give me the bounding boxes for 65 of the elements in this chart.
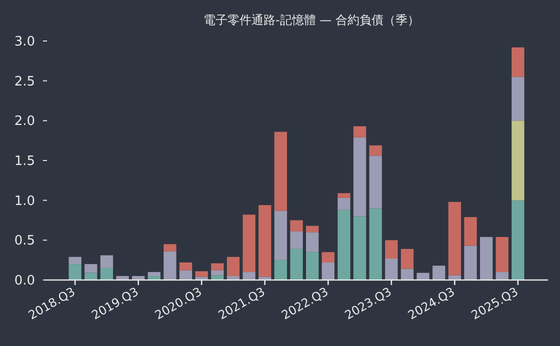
- bar: [274, 132, 288, 211]
- bar: [338, 198, 350, 210]
- bar: [274, 210, 288, 260]
- bar: [432, 266, 446, 280]
- bar: [512, 120, 524, 200]
- bar: [353, 216, 366, 280]
- bar: [353, 137, 366, 216]
- bar: [116, 276, 129, 280]
- bar: [512, 47, 524, 77]
- y-tick-label: 1.0: [14, 194, 35, 209]
- bar: [100, 268, 114, 280]
- bar: [448, 275, 462, 280]
- bar: [258, 205, 272, 277]
- bar: [68, 256, 82, 264]
- bar: [148, 272, 160, 276]
- bar: [179, 270, 192, 280]
- bar: [84, 264, 98, 273]
- bar: [322, 252, 334, 262]
- chart-title: 電子零件通路-記憶體 — 合約負債（季）: [204, 13, 420, 27]
- y-tick-label: 0.5: [14, 234, 35, 249]
- bar: [480, 236, 493, 280]
- bar: [242, 272, 256, 280]
- bar: [195, 271, 208, 277]
- bar: [164, 244, 176, 252]
- bar: [385, 240, 398, 258]
- bar: [179, 262, 192, 270]
- bar: [84, 272, 98, 280]
- bar: [306, 226, 319, 232]
- bar: [448, 202, 462, 276]
- bar: [416, 272, 430, 280]
- bar: [400, 268, 414, 280]
- bar: [211, 263, 224, 270]
- bar: [306, 252, 319, 280]
- bar: [226, 256, 240, 276]
- bar: [211, 275, 224, 280]
- bar: [464, 246, 477, 280]
- bar: [338, 210, 350, 280]
- bar: [100, 255, 114, 268]
- bar: [274, 260, 288, 280]
- bar: [68, 264, 82, 280]
- bar: [306, 232, 319, 252]
- bar: [290, 248, 303, 280]
- bar: [369, 208, 382, 280]
- bar: [164, 251, 176, 280]
- bar: [338, 193, 350, 198]
- bar: [290, 220, 303, 232]
- bar: [322, 262, 334, 280]
- bar: [496, 272, 508, 280]
- bar: [400, 248, 414, 269]
- bar: [512, 200, 524, 280]
- y-tick-label: 2.5: [14, 74, 35, 90]
- y-tick-label: 2.0: [14, 114, 35, 130]
- bar: [369, 156, 382, 208]
- bar: [290, 231, 303, 249]
- bar: [512, 76, 524, 121]
- bar: [353, 126, 366, 138]
- bar: [211, 270, 224, 276]
- bar: [385, 258, 398, 280]
- y-tick-label: 1.5: [14, 154, 35, 169]
- y-tick-label: 0.0: [14, 274, 35, 288]
- bar: [464, 217, 477, 246]
- y-tick-label: 3.0: [14, 34, 35, 50]
- bar: [242, 214, 256, 272]
- bar: [369, 145, 382, 156]
- bar: [496, 236, 508, 272]
